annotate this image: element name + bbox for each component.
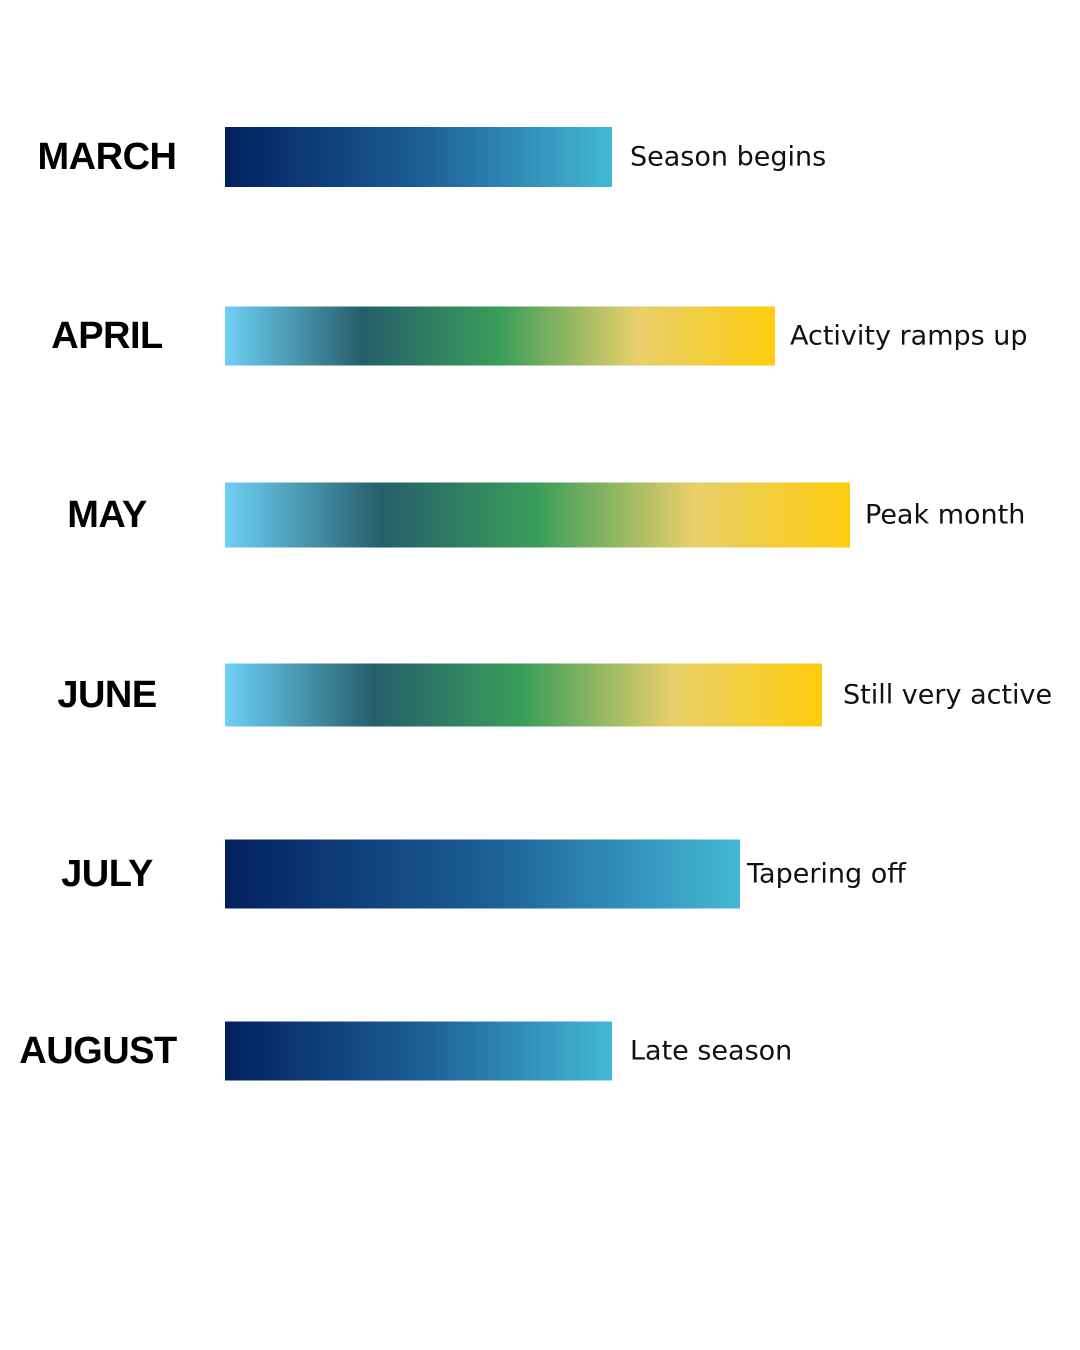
bar-april — [225, 306, 775, 366]
annotation-may: Peak month — [865, 500, 1025, 531]
bars-layer: MARCH Season begins APRIL Activity ramps up… — [19, 127, 1052, 1081]
month-label-may: MAY — [67, 494, 147, 536]
annotation-april: Activity ramps up — [790, 321, 1028, 352]
month-label-april: APRIL — [51, 315, 163, 357]
annotation-july: Tapering off — [746, 859, 907, 890]
month-label-july: JULY — [61, 853, 153, 895]
bar-march — [225, 127, 612, 187]
bar-june — [225, 663, 822, 727]
bar-may — [225, 482, 850, 548]
month-label-march: MARCH — [38, 136, 177, 178]
annotation-august: Late season — [630, 1036, 792, 1067]
month-label-june: JUNE — [57, 674, 156, 716]
annotation-june: Still very active — [843, 680, 1052, 711]
annotation-march: Season begins — [630, 142, 826, 173]
month-label-august: AUGUST — [19, 1030, 177, 1072]
bar-july — [225, 839, 740, 909]
bar-august — [225, 1021, 612, 1081]
